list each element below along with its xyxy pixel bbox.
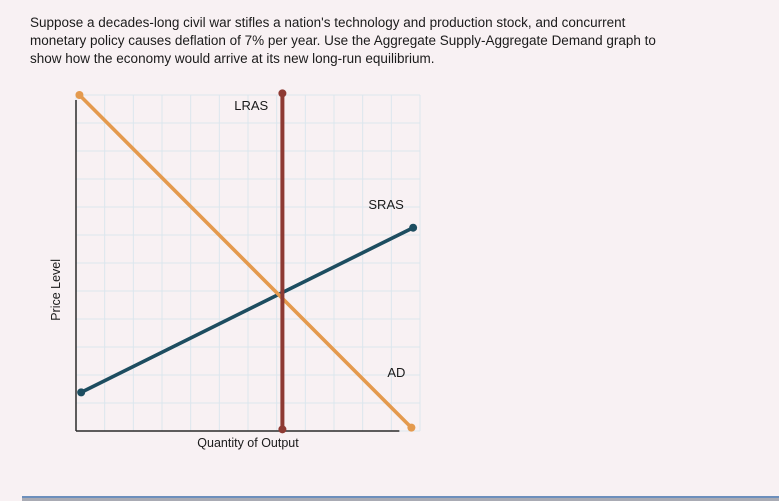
as-ad-chart: Price Level Quantity of Output SRAS AD LRAS (36, 80, 476, 465)
curve-label-sras: SRAS (368, 197, 404, 212)
question-line-3: show how the economy would arrive at its… (30, 51, 435, 66)
curve-endpoint-sras (77, 388, 86, 397)
as-ad-chart-svg: Price Level Quantity of Output SRAS AD LRAS (49, 89, 421, 450)
question-text: Suppose a decades-long civil war stifles… (30, 14, 760, 68)
curve-endpoint-ad (407, 423, 416, 432)
curve-endpoint-sras (409, 223, 418, 232)
curve-endpoint-ad (75, 91, 84, 99)
scan-edge-artifact (22, 495, 779, 501)
question-line-1: Suppose a decades-long civil war stifles… (30, 15, 626, 30)
question-line-2: monetary policy causes deflation of 7% p… (30, 33, 656, 48)
curve-label-lras: LRAS (234, 98, 268, 113)
y-axis-label: Price Level (49, 259, 63, 321)
curve-sras (79, 225, 415, 395)
curve-ad (77, 93, 414, 430)
x-axis-label: Quantity of Output (197, 436, 299, 450)
curve-label-ad: AD (387, 365, 405, 380)
curve-endpoint-lras (278, 425, 287, 434)
curve-endpoint-lras (278, 89, 287, 98)
